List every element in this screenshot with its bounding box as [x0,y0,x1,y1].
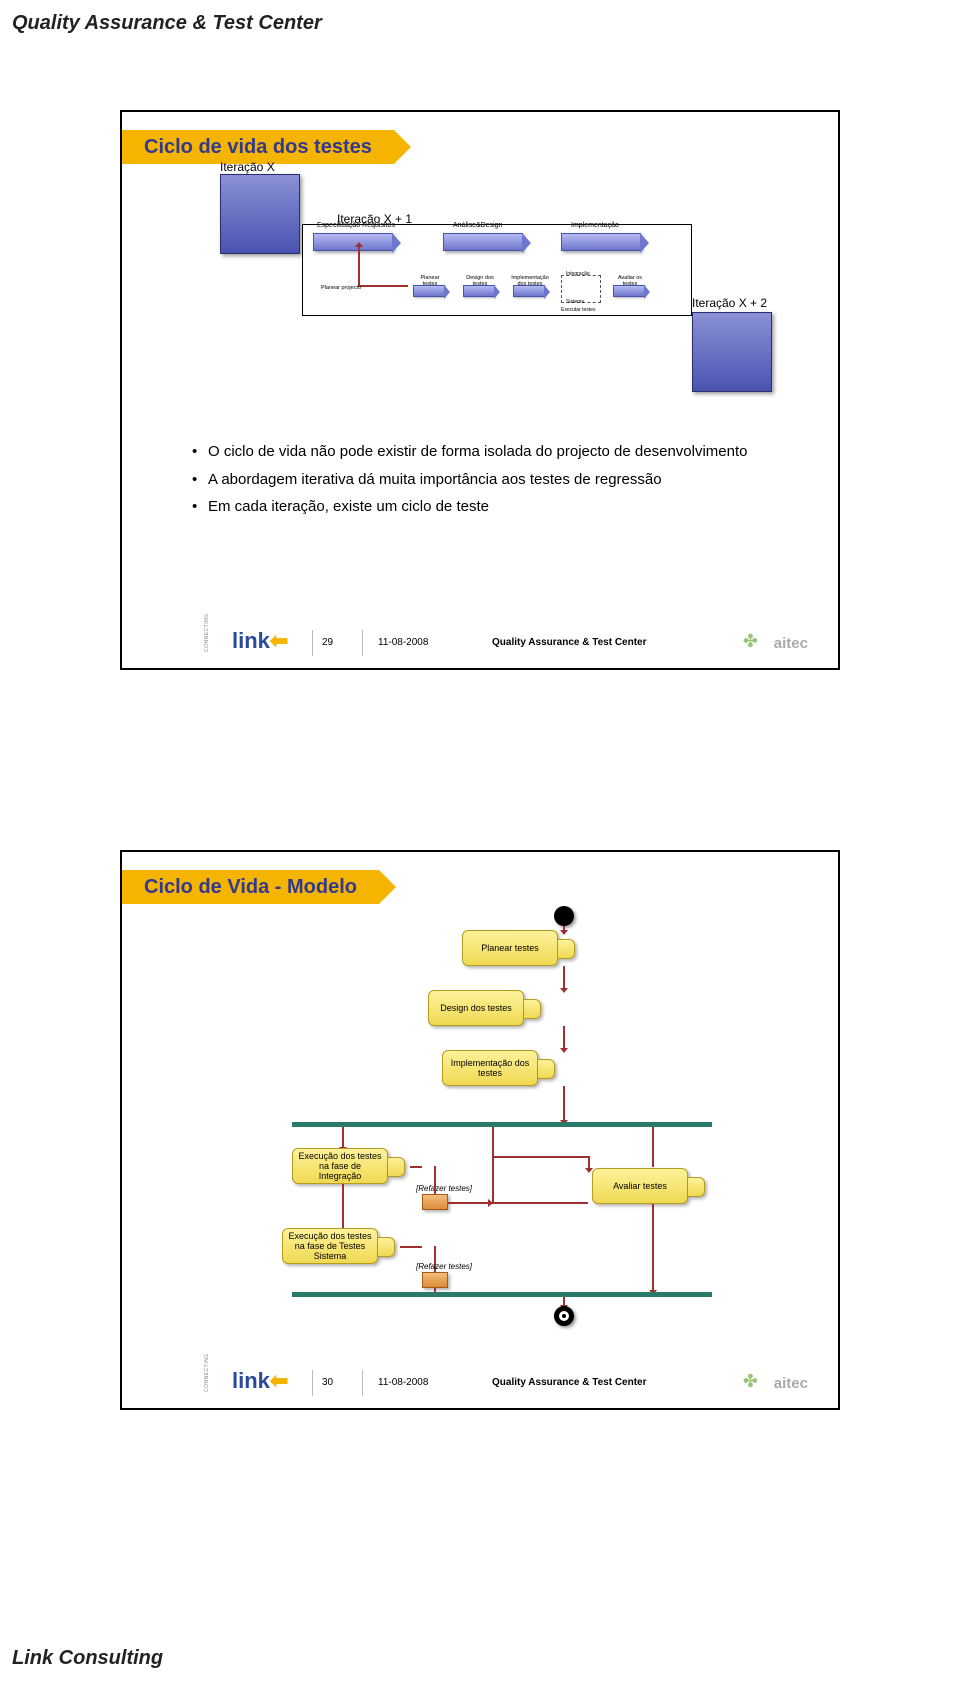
chevron-analise [443,233,523,251]
flow-line-3 [563,1086,565,1120]
sync-bar-2 [292,1292,712,1297]
clover-icon: ✤ [743,631,758,652]
flowbox-exec-sistema: Execução dos testes na fase de Testes Si… [282,1228,378,1264]
slide2-title: Ciclo de Vida - Modelo [144,876,357,899]
bullet-2: A abordagem iterativa dá muita importânc… [192,470,798,490]
link-logo: link⬅ [232,628,288,654]
slide2-date: 11-08-2008 [378,1377,428,1388]
iteration-x2-label: Iteração X + 2 [692,296,767,310]
flow-line-b6a [342,1184,344,1228]
title-yellow-chevron: Ciclo de vida dos testes [122,130,394,164]
iteration-x-box [220,174,300,254]
decision-2 [422,1272,448,1288]
flowchart-start [554,906,574,926]
flowchart-end [554,1306,574,1326]
connecting-label: CONNECTING [204,613,210,652]
slide-1: Ciclo de vida dos testes Iteração X Iter… [120,110,840,670]
small-chevron-2 [463,285,495,297]
chevron-spec [313,233,393,251]
flow-line-to-avaliar [588,1156,590,1168]
bullet-1: O ciclo de vida não pode existir de form… [192,442,798,462]
title-yellow-chevron-2: Ciclo de Vida - Modelo [122,870,379,904]
slide1-footer-center: Quality Assurance & Test Center [492,637,647,648]
red-arrow-up [358,247,360,287]
diagram-label-spec: Especificação Requisitos [317,222,395,229]
diagram-label-planear-proj: Planear projecto [321,285,361,291]
flow-line-b5d [652,1204,654,1290]
dashed-bottom-label: Sistema [566,299,584,305]
footer-divider-1b [312,1370,313,1396]
flow-line-midh [492,1202,588,1204]
clover-icon-2: ✤ [743,1371,758,1392]
flowbox-avaliar: Avaliar testes [592,1168,688,1204]
exec-label: Executar testes [561,307,595,313]
aitec-logo: aitec [774,635,808,652]
flow-line-d1c [448,1202,488,1204]
slide2-footer-center: Quality Assurance & Test Center [492,1377,647,1388]
footer-divider-2b [362,1370,363,1396]
connecting-label-2: CONNECTING [204,1353,210,1392]
flowbox-planear: Planear testes [462,930,558,966]
link-logo-2: link⬅ [232,1368,288,1394]
slide1-title: Ciclo de vida dos testes [144,136,372,159]
slide-title-tab: Ciclo de vida dos testes [122,130,394,164]
aitec-logo-2: aitec [774,1375,808,1392]
slide2-number: 30 [322,1377,333,1388]
refazer-label-1: [Refazer testes] [416,1184,472,1193]
iteration-x-label: Iteração X [220,160,275,174]
diagram-label-impl: Implementação [571,222,619,229]
flow-line-b4 [342,1127,344,1147]
diagram-label-analise: Análise&Design [453,222,502,229]
flow-line-d1a [410,1166,422,1168]
bullet-list: O ciclo de vida não pode existir de form… [192,442,798,525]
small-chevron-1 [413,285,445,297]
small-chevron-3 [513,285,545,297]
iteration-diagram: Especificação Requisitos Análise&Design … [302,224,692,316]
flow-line-start [563,926,565,930]
flow-line-end [563,1297,565,1305]
decision-1 [422,1194,448,1210]
flow-line-mid [492,1127,494,1202]
flow-line-1 [563,966,565,988]
slide1-footer: CONNECTING link⬅ 29 11-08-2008 Quality A… [122,630,838,660]
flow-line-b6b [400,1246,422,1248]
flowbox-impl: Implementação dos testes [442,1050,538,1086]
flow-line-to-avaliar-h [492,1156,588,1158]
flowbox-exec-integ: Execução dos testes na fase de Integraçã… [292,1148,388,1184]
slide1-date: 11-08-2008 [378,637,428,648]
refazer-label-2: [Refazer testes] [416,1262,472,1271]
small-chevron-4 [613,285,645,297]
iteration-x2-box [692,312,772,392]
footer-divider-2 [362,630,363,656]
slide-2: Ciclo de Vida - Modelo Planear testes De… [120,850,840,1410]
slide2-title-tab: Ciclo de Vida - Modelo [122,870,379,904]
flowchart-area: Planear testes Design dos testes Impleme… [162,912,802,1352]
chevron-impl [561,233,641,251]
flow-line-2 [563,1026,565,1048]
flowbox-design: Design dos testes [428,990,524,1026]
page-footer: Link Consulting [12,1647,163,1670]
flow-line-d1b [434,1166,436,1194]
page-title: Quality Assurance & Test Center [12,12,322,35]
flow-line-b5 [652,1127,654,1167]
footer-divider-1 [312,630,313,656]
slide2-footer: CONNECTING link⬅ 30 11-08-2008 Quality A… [122,1370,838,1400]
red-arrow-h [358,285,408,287]
slide1-number: 29 [322,637,333,648]
sync-bar-1 [292,1122,712,1127]
dashed-top-label: Integração [566,271,590,277]
bullet-3: Em cada iteração, existe um ciclo de tes… [192,497,798,517]
